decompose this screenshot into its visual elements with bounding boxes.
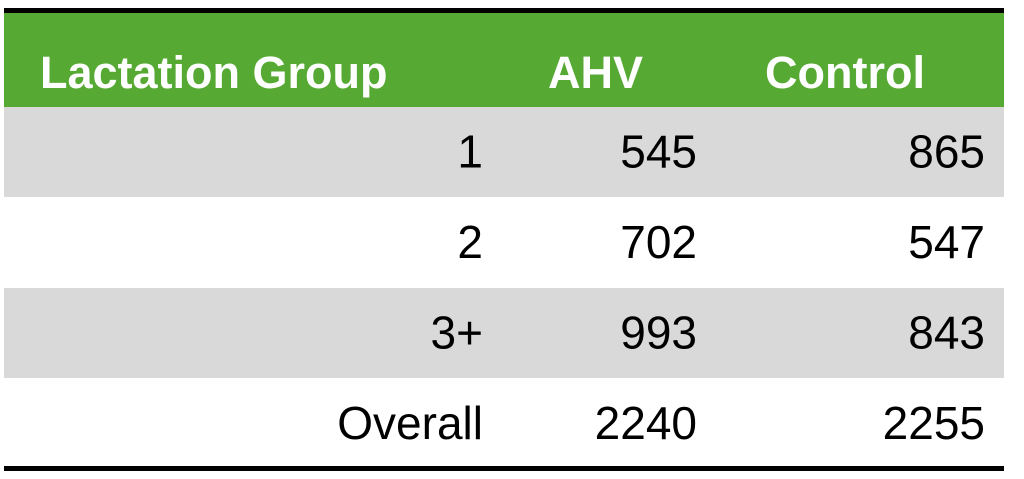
header-cell: Control bbox=[765, 47, 925, 98]
table-cell: 3+ bbox=[431, 306, 483, 358]
table-cell: 993 bbox=[620, 306, 697, 358]
table-cell: 702 bbox=[620, 216, 697, 268]
bottom-rule bbox=[4, 466, 1004, 471]
row-band bbox=[4, 288, 1004, 378]
table-cell: 2255 bbox=[883, 397, 985, 449]
header-cell: Lactation Group bbox=[40, 47, 388, 98]
table-cell: 865 bbox=[908, 125, 985, 177]
table-cell: 547 bbox=[908, 216, 985, 268]
table-cell: 2 bbox=[457, 216, 483, 268]
table-cell: 1 bbox=[457, 125, 483, 177]
top-rule bbox=[4, 8, 1004, 13]
table-cell: Overall bbox=[337, 397, 483, 449]
header-cell: AHV bbox=[548, 47, 643, 98]
table-cell: 2240 bbox=[595, 397, 697, 449]
table-cell: 545 bbox=[620, 125, 697, 177]
table-cell: 843 bbox=[908, 306, 985, 358]
row-band bbox=[4, 107, 1004, 197]
header-band bbox=[4, 13, 1004, 107]
table-body: 1 545 865 2 702 547 3+ 993 843 Overall 2240 2255 bbox=[337, 125, 985, 449]
